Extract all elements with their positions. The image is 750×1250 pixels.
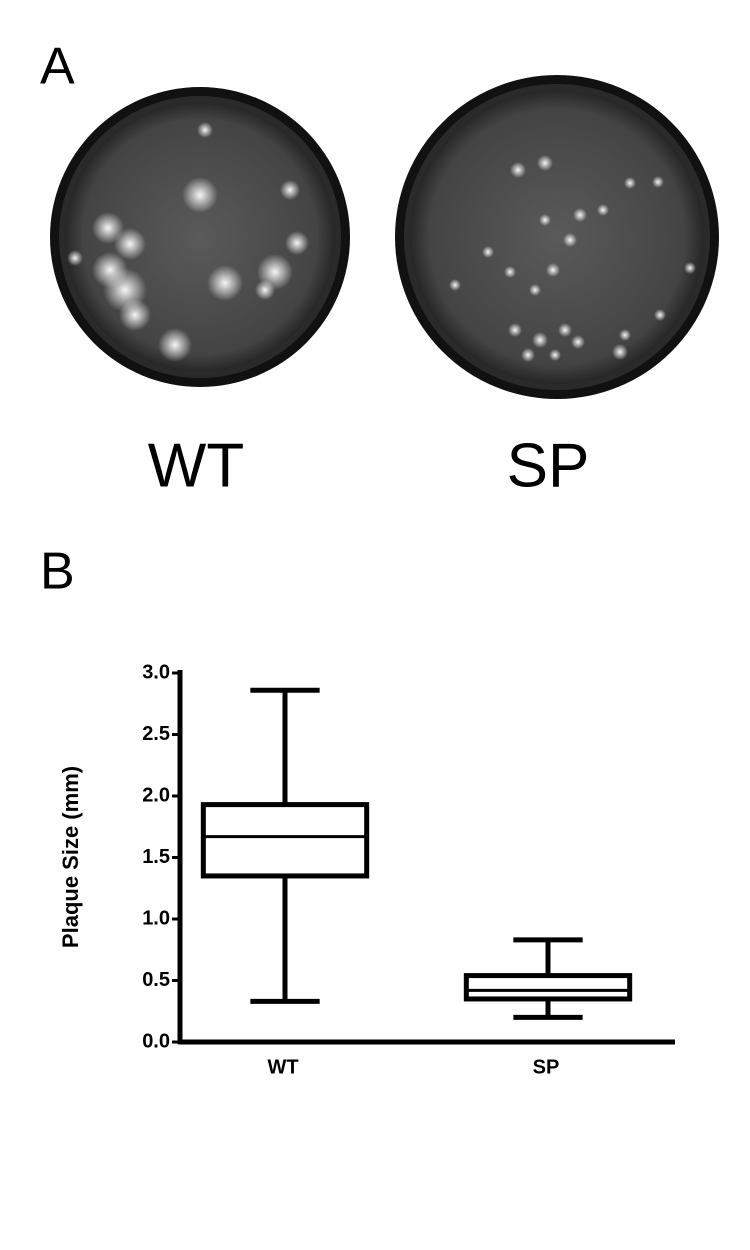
- y-tick-label: 2.5: [142, 723, 170, 745]
- y-tick-label: 1.5: [142, 846, 170, 868]
- plate-label: SP: [507, 431, 590, 500]
- panel-label: B: [40, 543, 75, 601]
- y-axis-title: Plaque Size (mm): [58, 766, 83, 948]
- y-tick-label: 1.0: [142, 907, 170, 929]
- panel-label: A: [40, 38, 75, 96]
- x-tick-label: WT: [267, 1056, 298, 1078]
- box: [463, 973, 633, 1002]
- y-tick-label: 0.5: [142, 969, 170, 991]
- plot: 0.0 0.5 1.0 1.5 2.0 2.5 3.0 WT SP: [142, 661, 675, 1078]
- y-tick-label: 0.0: [142, 1030, 170, 1052]
- y-tick-label: 2.0: [142, 784, 170, 806]
- y-tick-label: 3.0: [142, 661, 170, 683]
- plate-wt: [50, 87, 350, 387]
- plate-label: WT: [148, 431, 244, 500]
- box: [200, 802, 370, 879]
- plate-sp: [395, 75, 719, 399]
- x-tick-label: SP: [533, 1056, 560, 1078]
